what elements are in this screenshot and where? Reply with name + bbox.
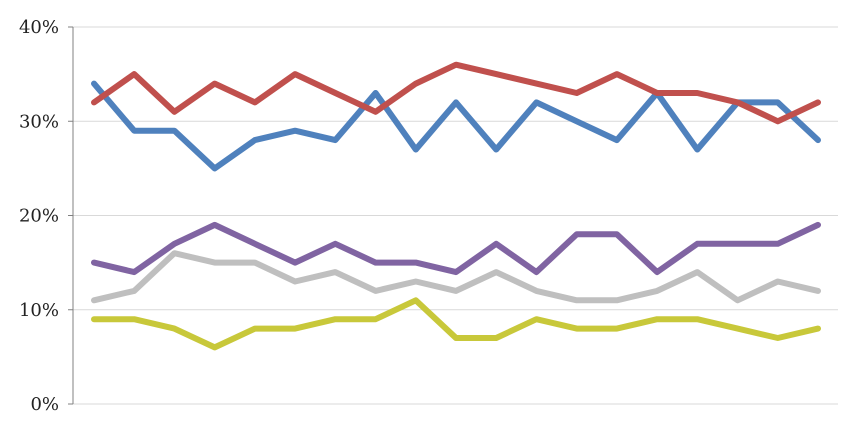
gridlines	[73, 26, 838, 405]
y-tick-label: 20%	[19, 206, 59, 227]
series-line-2	[91, 61, 821, 125]
y-tick-label: 0%	[30, 394, 59, 415]
series-lines	[91, 61, 821, 351]
series-line-5	[91, 297, 821, 351]
y-tick-labels: 0% 10% 20% 30% 40%	[19, 17, 59, 415]
y-tick-label: 30%	[19, 111, 59, 132]
axes	[68, 26, 74, 405]
series-line-4	[91, 250, 821, 304]
y-tick-label: 40%	[19, 17, 59, 38]
series-line-3	[91, 221, 821, 276]
series-line-1	[91, 80, 821, 172]
y-tick-label: 10%	[19, 300, 59, 321]
